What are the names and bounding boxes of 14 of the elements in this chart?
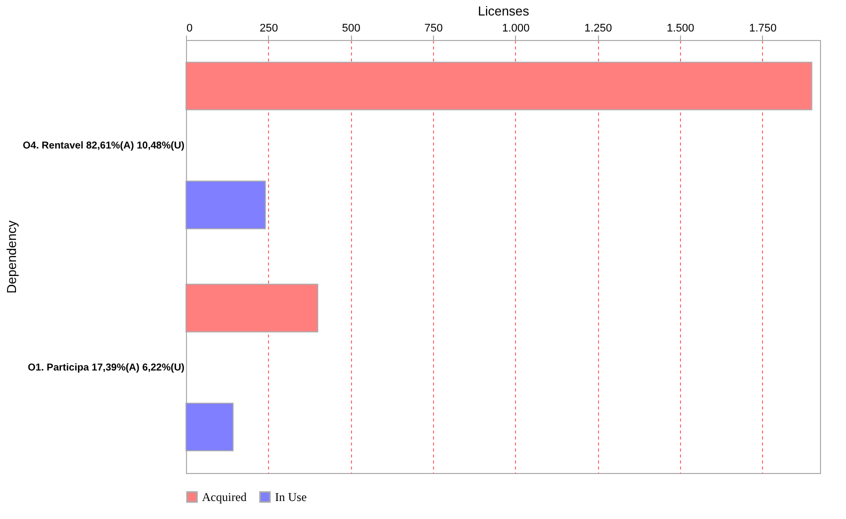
y-tick-label: O1. Participa 17,39%(A) 6,22%(U): [28, 362, 184, 374]
x-tick-label: 1.500: [666, 22, 694, 34]
x-tick-label: 0: [186, 22, 193, 34]
x-tick-label: 1.250: [584, 22, 612, 34]
legend-label: Acquired: [202, 490, 247, 504]
y-axis-title: Dependency: [4, 220, 19, 294]
x-tick-label: 1.000: [502, 22, 530, 34]
y-tick-label: O4. Rentavel 82,61%(A) 10,48%(U): [22, 140, 184, 152]
x-tick-label: 1.750: [749, 22, 777, 34]
x-tick-label: 500: [342, 22, 360, 34]
x-tick-label: 750: [424, 22, 443, 34]
x-tick-label: 250: [260, 22, 278, 34]
legend-label: In Use: [275, 490, 307, 504]
x-axis-title: Licenses: [478, 4, 530, 18]
